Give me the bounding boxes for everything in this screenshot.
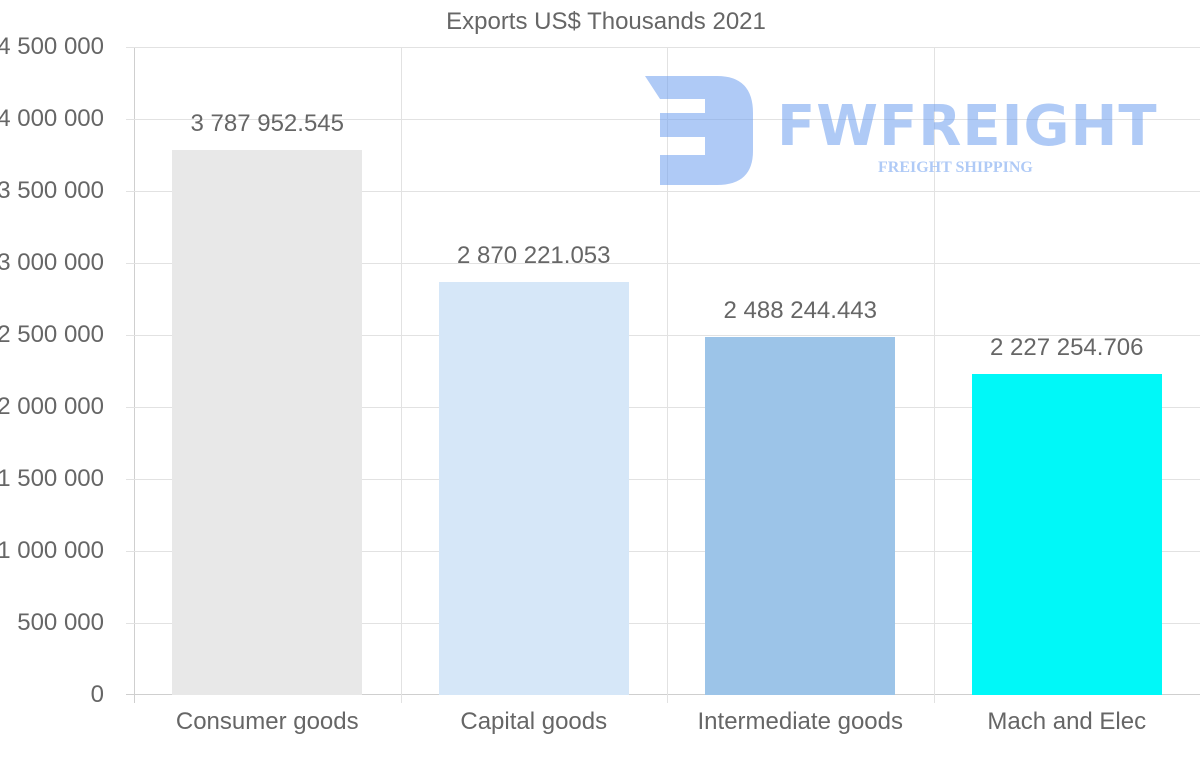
bar-value-label: 2 227 254.706 xyxy=(990,334,1144,362)
bar-consumer-goods[interactable] xyxy=(172,149,363,695)
y-tick-label: 3 000 000 xyxy=(0,249,104,276)
x-tick-label: Intermediate goods xyxy=(697,708,903,735)
h-gridline xyxy=(126,47,1200,48)
bar-intermediate-goods[interactable] xyxy=(705,336,896,695)
h-gridline xyxy=(126,479,1200,480)
y-tick-label: 1 000 000 xyxy=(0,537,104,564)
y-tick-label: 500 000 xyxy=(17,609,104,636)
bar-capital-goods[interactable] xyxy=(438,281,629,695)
v-gridline xyxy=(400,47,402,703)
bar-mach-and-elec[interactable] xyxy=(971,374,1162,695)
plot-area xyxy=(126,47,1200,703)
h-gridline xyxy=(126,263,1200,264)
h-gridline xyxy=(126,191,1200,192)
bar-value-label: 2 488 244.443 xyxy=(723,296,877,324)
x-axis-line xyxy=(126,694,1200,695)
h-gridline xyxy=(126,551,1200,552)
x-tick-label: Capital goods xyxy=(460,708,608,735)
bar-value-label: 2 870 221.053 xyxy=(457,241,611,269)
bar-value-label: 3 787 952.545 xyxy=(190,109,344,137)
x-tick-label: Consumer goods xyxy=(175,708,359,735)
v-gridline xyxy=(667,47,668,703)
x-tick-label: Mach and Elec xyxy=(987,708,1147,735)
y-axis-line xyxy=(134,47,135,703)
y-tick-label: 3 500 000 xyxy=(0,177,104,204)
y-tick-label: 1 500 000 xyxy=(0,465,104,492)
y-tick-label: 2 000 000 xyxy=(0,393,104,420)
y-tick-label: 0 xyxy=(90,681,104,708)
h-gridline xyxy=(126,407,1200,408)
h-gridline xyxy=(126,623,1200,624)
v-gridline xyxy=(933,47,935,703)
y-tick-label: 2 500 000 xyxy=(0,321,104,348)
y-tick-label: 4 000 000 xyxy=(0,105,104,132)
chart-title: Exports US$ Thousands 2021 xyxy=(446,8,766,35)
y-tick-label: 4 500 000 xyxy=(0,33,104,60)
h-gridline xyxy=(126,335,1200,336)
